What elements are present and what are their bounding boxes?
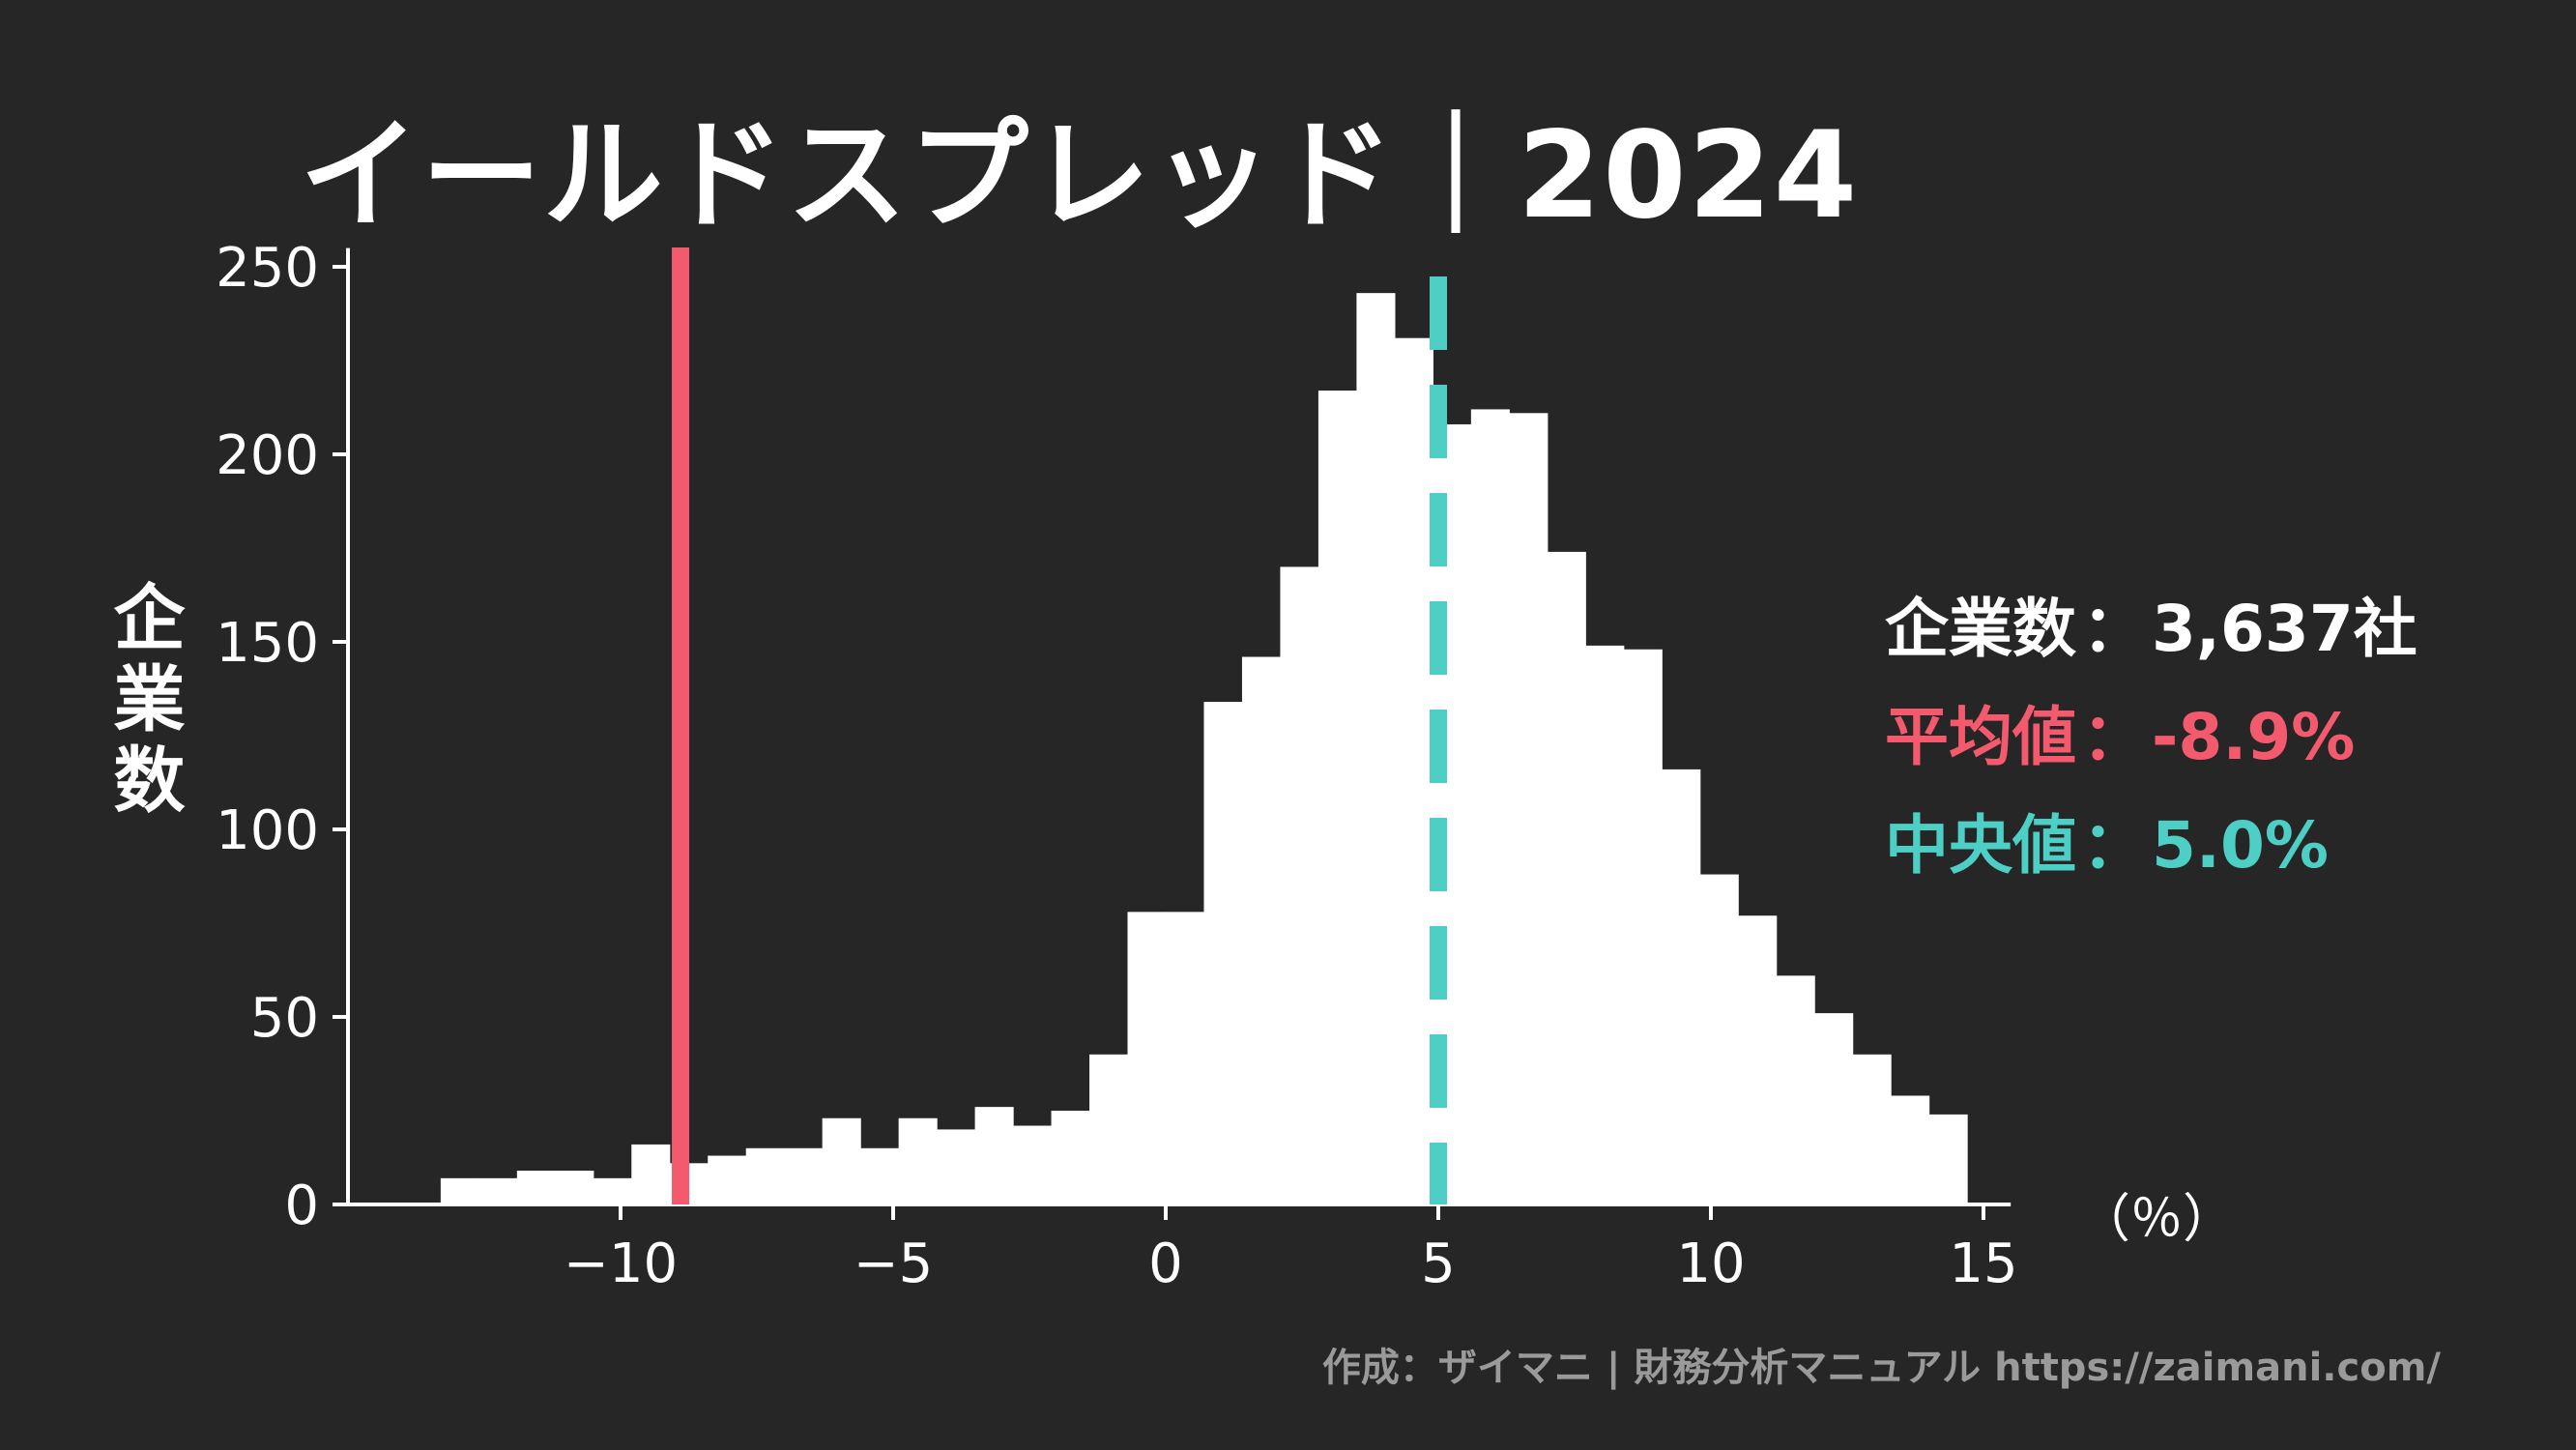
y-tick-label: 200 <box>216 424 319 487</box>
histogram-bar <box>1241 656 1282 1204</box>
histogram-bar <box>1166 912 1205 1204</box>
histogram-bar <box>1547 551 1586 1204</box>
histogram-bar <box>1013 1125 1053 1204</box>
histogram-bar <box>708 1155 747 1204</box>
x-tick-label: 5 <box>1421 1232 1456 1295</box>
x-axis-unit: （％） <box>2078 1188 2235 1249</box>
histogram-bar <box>822 1117 861 1204</box>
histogram-bar <box>1470 409 1510 1204</box>
stat-median: 中央値：5.0% <box>1885 792 2417 900</box>
histogram-bar <box>1280 566 1319 1204</box>
histogram-bar <box>1127 912 1167 1204</box>
stat-value: 3,637社 <box>2152 592 2417 666</box>
stat-label: 中央値 <box>1885 808 2076 883</box>
y-tick-label: 150 <box>216 612 319 675</box>
histogram-bar <box>784 1147 824 1204</box>
x-tick-label: 10 <box>1676 1232 1745 1295</box>
histogram-bar <box>1738 915 1778 1204</box>
histogram-bar <box>440 1177 479 1204</box>
stat-separator: ： <box>2082 592 2146 666</box>
stat-value: -8.9% <box>2152 700 2356 774</box>
y-tick-label: 250 <box>216 237 319 300</box>
histogram-bar <box>860 1147 900 1204</box>
chart-title: イールドスプレッド｜2024 <box>300 106 1860 246</box>
stat-value: 5.0% <box>2152 808 2330 883</box>
stat-separator: ： <box>2082 808 2146 883</box>
histogram-bar <box>1203 702 1243 1204</box>
stats-panel: 企業数：3,637社 平均値：-8.9% 中央値：5.0% <box>1885 575 2417 900</box>
histogram-bar <box>1356 293 1396 1204</box>
histogram-bar <box>1317 391 1357 1204</box>
stat-label: 企業数 <box>1885 592 2076 666</box>
x-tick-label: 0 <box>1148 1232 1183 1295</box>
histogram-bar <box>1394 337 1433 1205</box>
histogram-bar <box>516 1171 556 1204</box>
histogram-bar <box>478 1177 518 1204</box>
histogram-bar <box>1776 975 1815 1204</box>
histogram-bar <box>745 1147 785 1204</box>
histogram-bar <box>1662 768 1701 1204</box>
histogram-bar <box>593 1177 632 1204</box>
stat-company-count: 企業数：3,637社 <box>1885 575 2417 683</box>
stat-label: 平均値 <box>1885 700 2076 774</box>
credit-text: 作成：ザイマニ | 財務分析マニュアル https://zaimani.com/ <box>1321 1346 2441 1390</box>
stat-separator: ： <box>2082 700 2146 774</box>
x-tick-label: −5 <box>854 1232 934 1295</box>
histogram-bar <box>1089 1054 1129 1204</box>
y-tick-label: 100 <box>216 799 319 862</box>
stat-mean: 平均値：-8.9% <box>1885 683 2417 792</box>
histogram-bar <box>631 1144 671 1204</box>
y-tick-label: 0 <box>284 1174 319 1237</box>
histogram-bar <box>1891 1095 1930 1204</box>
histogram-bar <box>1623 649 1663 1204</box>
y-axis-label: 企業数 <box>101 580 185 824</box>
y-tick-label: 50 <box>250 987 319 1050</box>
histogram-bar <box>974 1107 1014 1204</box>
histogram-bar <box>1852 1054 1892 1204</box>
histogram-bar <box>1585 645 1625 1204</box>
histogram-bar <box>898 1117 938 1204</box>
x-tick-label: −10 <box>564 1232 678 1295</box>
histogram-bar <box>1051 1111 1090 1204</box>
histogram-bar <box>1699 874 1739 1204</box>
histogram-bar <box>555 1171 594 1204</box>
histogram-bar <box>937 1129 976 1204</box>
x-tick-label: 15 <box>1949 1232 2017 1295</box>
histogram-bar <box>1509 413 1548 1204</box>
histogram-bar <box>1814 1013 1854 1204</box>
histogram-bar <box>1928 1114 1968 1204</box>
